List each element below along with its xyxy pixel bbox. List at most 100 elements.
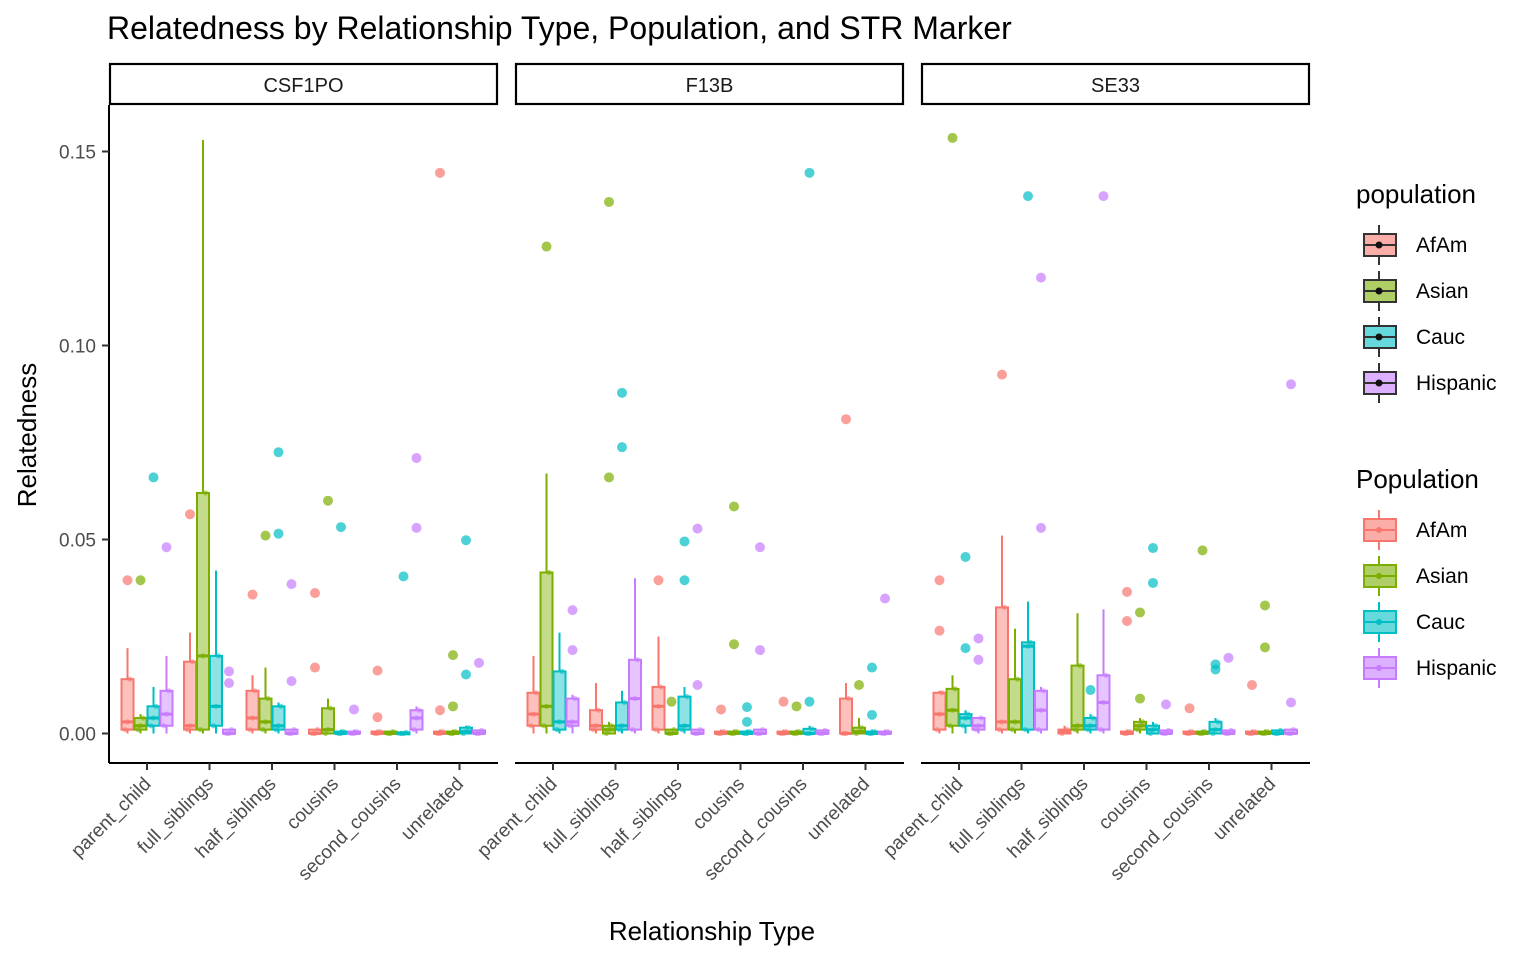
data-point [465,725,472,731]
data-point [288,730,295,737]
outlier-point [323,495,333,506]
facet-strip-label: SE33 [1091,75,1140,97]
data-point [1147,730,1154,737]
outlier-point [567,645,578,656]
outlier-point [716,704,726,715]
data-point [189,659,196,665]
data-point [934,727,940,733]
data-point [1090,715,1096,721]
legend-key-point [1375,379,1383,387]
data-point [1277,727,1284,733]
outlier-point [729,639,739,650]
data-point [629,727,636,733]
legend-color-title: Population [1356,464,1479,494]
data-point [377,728,383,735]
box-unrelated-hispanic [1284,379,1298,737]
box-unrelated-hispanic [472,657,486,737]
data-point [1264,728,1271,735]
data-point [1001,604,1008,611]
data-point [1038,707,1044,713]
data-point [845,695,852,702]
outlier-point [461,535,471,546]
data-point [1126,728,1133,735]
box-second_cousins-cauc [802,167,817,737]
data-point [1215,719,1221,725]
y-tick-label: 0.15 [59,143,96,164]
data-point [595,707,602,713]
outlier-point [960,551,971,562]
y-tick-label: 0.00 [59,725,96,746]
data-point [1087,723,1094,729]
data-point [556,719,563,725]
box-half_siblings-cauc [677,536,692,734]
outlier-point [435,167,445,178]
outlier-point [398,571,409,582]
data-point [965,711,971,717]
outlier-point [867,709,877,720]
data-point [1022,727,1029,733]
data-point [413,715,420,721]
data-point [655,703,662,709]
outlier-point [666,696,677,707]
box-unrelated-asian [852,680,866,737]
outlier-point [224,666,234,677]
outlier-point [804,167,815,178]
box-half_siblings-asian [664,696,679,737]
data-point [757,730,763,737]
box-full_siblings-cauc [615,387,629,734]
data-point [215,653,222,659]
box-unrelated-asian [446,650,460,737]
data-point [1288,730,1294,737]
box-unrelated-afam [1245,680,1259,737]
data-point [187,723,193,729]
outlier-point [1085,685,1096,696]
legend-item-cauc: Cauc [1363,602,1465,642]
box-cousins-afam [1120,586,1134,737]
box-parent_child-cauc [958,551,973,734]
data-point [671,727,677,733]
data-point [403,729,409,735]
data-point [1027,639,1034,645]
outlier-point [247,589,258,600]
data-point [200,653,206,659]
outlier-point [435,705,445,716]
data-point [312,730,318,737]
box-parent_child-hispanic [971,633,986,734]
data-point [1251,728,1258,735]
data-point [606,727,612,733]
box-unrelated-asian [1258,600,1272,737]
data-point [1152,723,1159,729]
box-half_siblings-afam [245,589,260,734]
data-point [1064,727,1070,733]
data-point [1139,719,1146,725]
box-body [159,689,174,727]
outlier-point [1122,615,1132,626]
data-point [546,569,552,576]
outlier-point [286,579,297,590]
outlier-point [1148,543,1158,554]
box-full_siblings-cauc [209,570,223,734]
data-point [1040,688,1047,694]
data-point [975,723,982,729]
box-half_siblings-afam [1057,725,1072,737]
chart-title: Relatedness by Relationship Type, Popula… [107,10,1012,46]
outlier-point [755,645,765,656]
data-point [530,711,537,717]
box-cousins-hispanic [1159,699,1173,737]
data-point [197,727,204,733]
outlier-point [854,680,864,690]
x-axis-title: Relationship Type [609,916,815,946]
data-point [1014,676,1021,682]
data-point [1134,727,1141,733]
data-point [249,715,256,721]
data-point [252,688,258,694]
data-point [1074,723,1081,729]
legend-item-hispanic: Hispanic [1363,648,1497,688]
legend-label: Cauc [1416,326,1465,349]
box-half_siblings-asian [1070,613,1085,734]
data-point [939,690,945,696]
outlier-point [135,575,146,586]
box-second_cousins-asian [789,701,804,737]
data-point [226,730,232,737]
outlier-point [960,643,971,654]
